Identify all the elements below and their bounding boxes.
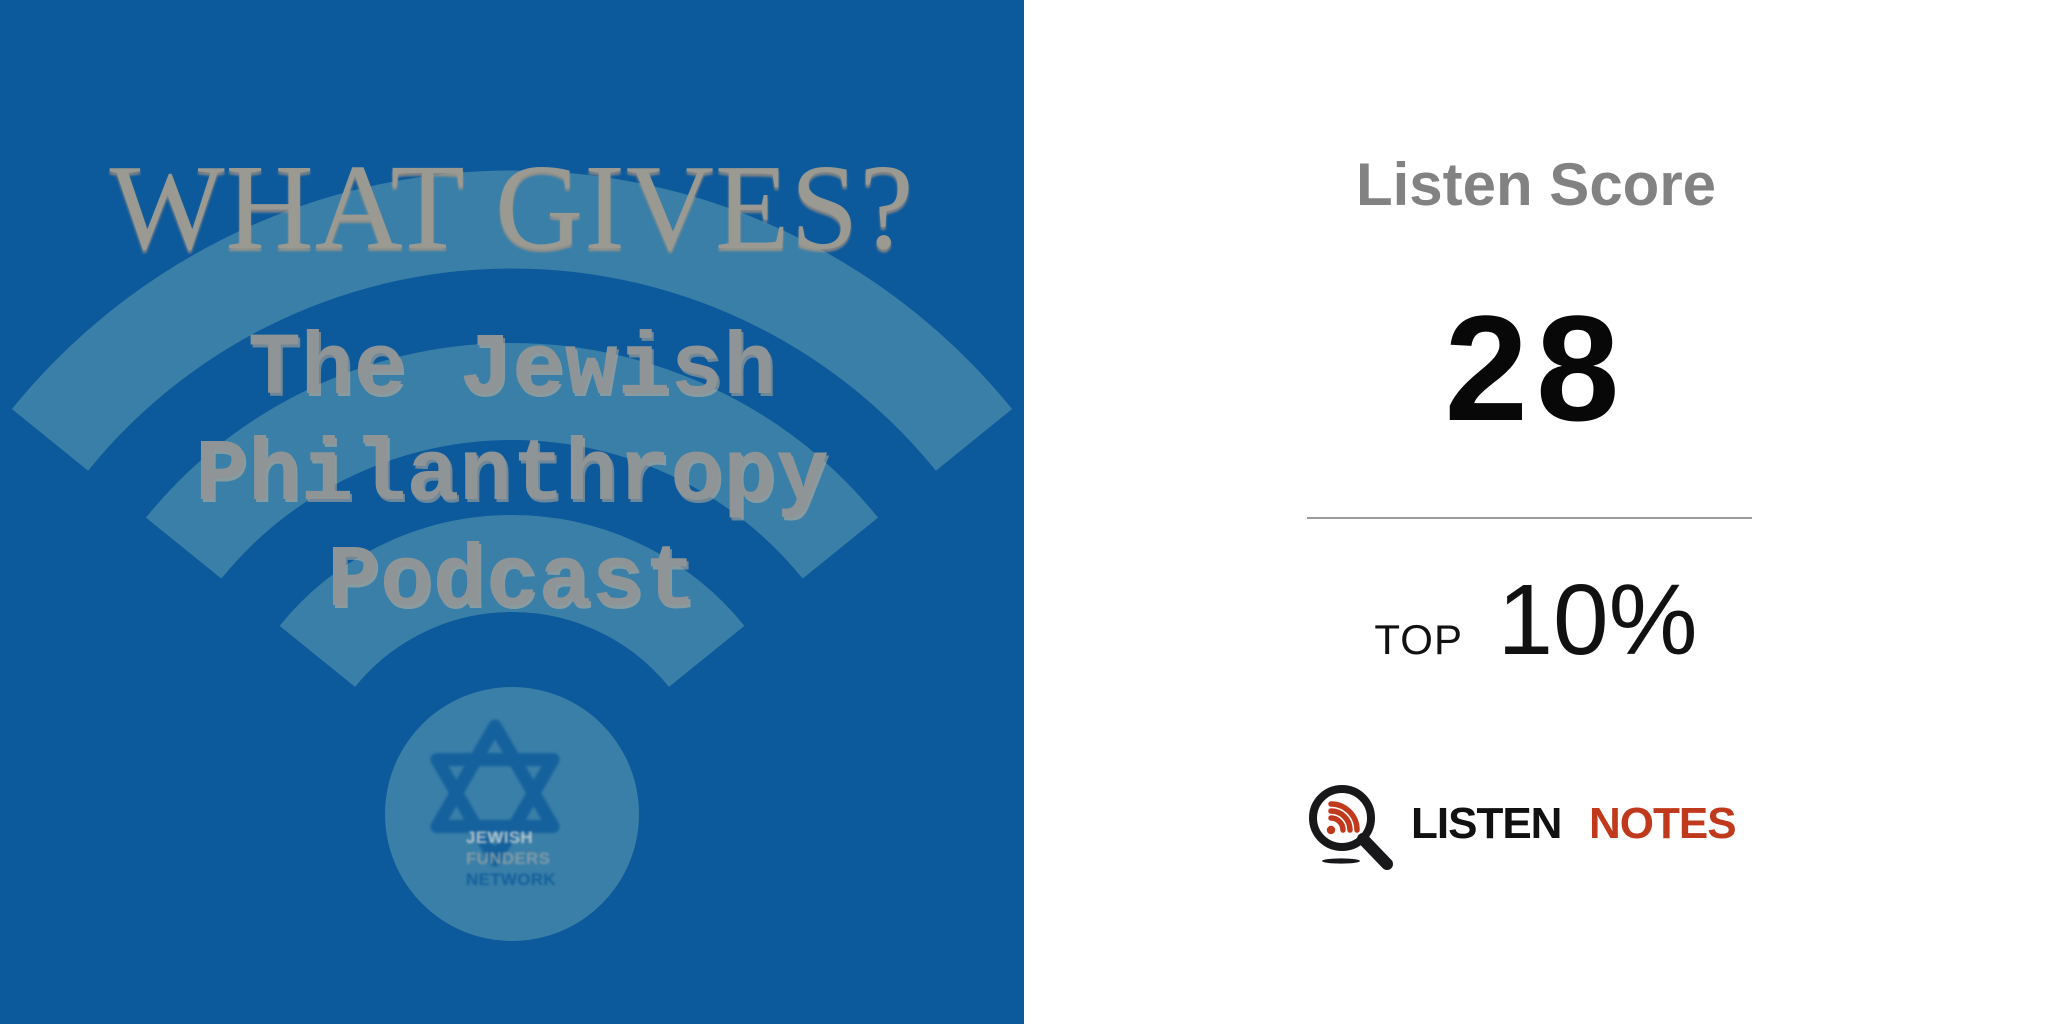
svg-text:FUNDERS: FUNDERS xyxy=(466,849,550,868)
svg-text:LISTEN: LISTEN xyxy=(1411,799,1561,848)
svg-text:NOTES: NOTES xyxy=(1589,799,1736,848)
svg-text:NETWORK: NETWORK xyxy=(466,870,556,889)
svg-text:JEWISH: JEWISH xyxy=(466,828,533,847)
